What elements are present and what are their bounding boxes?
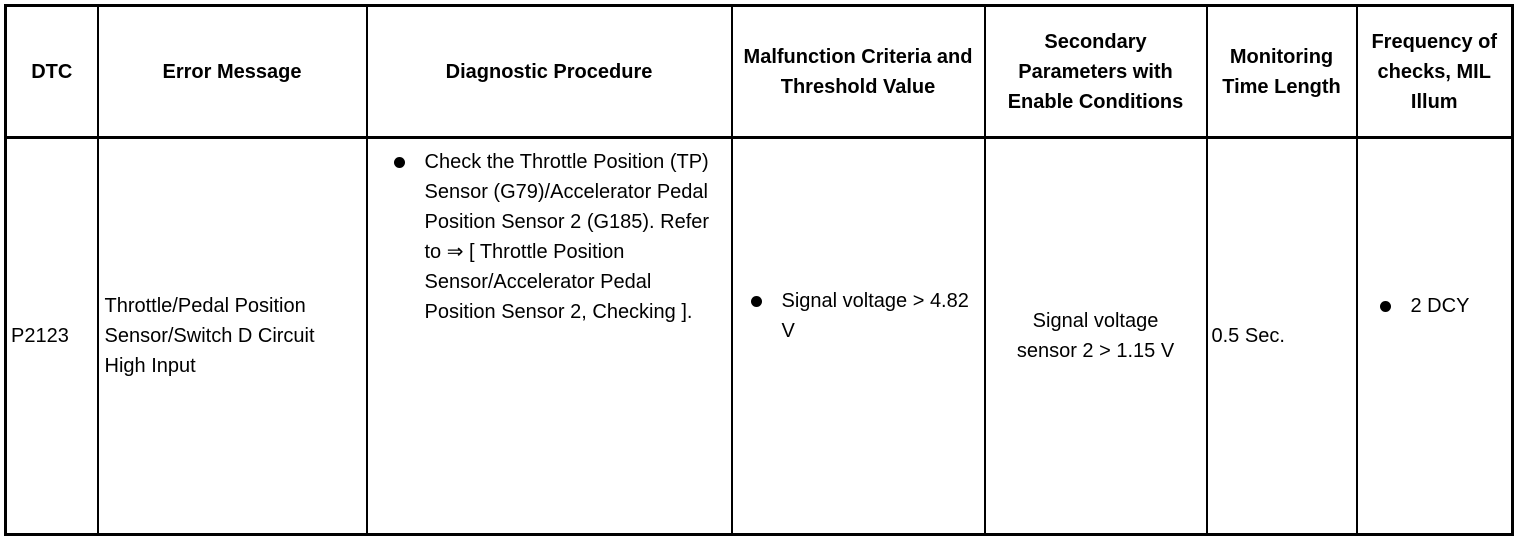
bullet-icon — [1379, 301, 1391, 312]
diagnostic-procedure: Check the Throttle Position (TP) Sensor … — [365, 136, 733, 536]
malfunction-criteria: Signal voltage > 4.82 V — [730, 136, 986, 536]
header-error-message: Error Message — [96, 4, 368, 139]
procedure-link[interactable]: Throttle Position Sensor/Accelerator Ped… — [424, 241, 676, 323]
dtc-table: DTC Error Message Diagnostic Procedure M… — [4, 4, 1514, 536]
procedure-end: ]. — [681, 301, 693, 323]
header-monitoring-time: Monitoring Time Length — [1205, 4, 1358, 139]
frequency: 2 DCY — [1355, 136, 1514, 536]
bullet-icon — [393, 157, 405, 168]
frequency-text: 2 DCY — [1410, 295, 1470, 317]
criteria-text: Signal voltage > 4.82 V — [781, 290, 969, 342]
bullet-icon — [750, 296, 762, 307]
error-message: Throttle/Pedal Position Sensor/Switch D … — [96, 136, 368, 536]
secondary-parameters: Signal voltage sensor 2 > 1.15 V — [983, 136, 1208, 536]
header-frequency: Frequency of checks, MIL Illum — [1355, 4, 1514, 139]
table-row: P2123 Throttle/Pedal Position Sensor/Swi… — [4, 136, 1514, 536]
procedure-text: Check the Throttle Position (TP) Sensor … — [424, 151, 710, 263]
header-diagnostic-procedure: Diagnostic Procedure — [365, 4, 733, 139]
dtc-code: P2123 — [4, 136, 99, 536]
header-row: DTC Error Message Diagnostic Procedure M… — [4, 4, 1514, 139]
monitoring-time: 0.5 Sec. — [1205, 136, 1358, 536]
header-dtc: DTC — [4, 4, 99, 139]
header-secondary-parameters: Secondary Parameters with Enable Conditi… — [983, 4, 1208, 139]
header-malfunction-criteria: Malfunction Criteria and Threshold Value — [730, 4, 986, 139]
